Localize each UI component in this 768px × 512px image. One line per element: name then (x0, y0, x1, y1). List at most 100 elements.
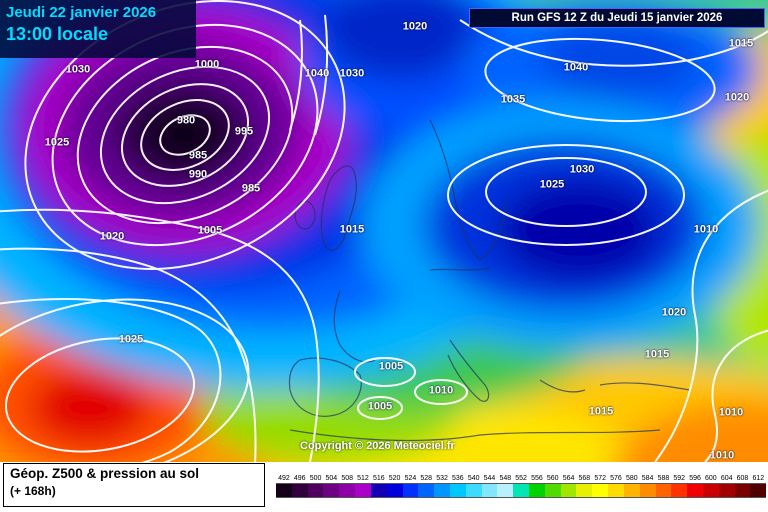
legend-cell: 508 (339, 474, 356, 502)
legend-value: 568 (578, 475, 591, 482)
legend-value: 580 (625, 475, 638, 482)
legend-swatch (497, 483, 514, 498)
legend-swatch (576, 483, 593, 498)
legend-value: 600 (705, 475, 717, 482)
legend-cell: 556 (529, 474, 545, 502)
legend-value: 608 (736, 475, 749, 482)
legend-cell: 564 (560, 474, 577, 502)
legend-swatch (592, 483, 609, 498)
legend-value: 612 (752, 475, 765, 482)
legend-value: 544 (483, 475, 496, 482)
legend-swatch (449, 483, 466, 498)
legend-cell: 572 (592, 474, 609, 502)
legend-swatch (402, 483, 419, 498)
legend-cell: 604 (718, 474, 735, 502)
isobars (0, 0, 768, 462)
legend-cell: 492 (276, 474, 292, 502)
legend-swatch (687, 483, 703, 498)
legend-swatch (291, 483, 308, 498)
legend-value: 576 (610, 475, 622, 482)
legend-swatch (276, 483, 292, 498)
legend-swatch (465, 483, 482, 498)
model-run-box: Run GFS 12 Z du Jeudi 15 janvier 2026 (469, 8, 765, 28)
geopotential-shading (0, 0, 768, 462)
map-parameter-box: Géop. Z500 & pression au sol (+ 168h) (3, 463, 265, 507)
legend-swatch (481, 483, 498, 498)
legend-cell: 596 (687, 474, 703, 502)
legend-cell: 576 (608, 474, 624, 502)
legend-swatch (702, 483, 719, 498)
legend-value: 500 (309, 475, 322, 482)
legend-swatch (608, 483, 624, 498)
legend-cell: 532 (434, 474, 450, 502)
legend-swatch (339, 483, 356, 498)
legend-value: 540 (467, 475, 480, 482)
legend-cell: 560 (544, 474, 561, 502)
color-scale-legend: 492 496 500 504 508 512 516 520 524 528 532 536 540 5… (276, 474, 767, 502)
legend-value: 572 (594, 475, 606, 482)
legend-swatch (639, 483, 656, 498)
legend-cell: 592 (671, 474, 688, 502)
legend-value: 588 (657, 475, 670, 482)
legend-cell: 548 (497, 474, 514, 502)
color-scale-cells: 492 496 500 504 508 512 516 520 524 528 532 536 540 5… (276, 474, 767, 502)
legend-cell: 600 (702, 474, 719, 502)
bottom-strip: Géop. Z500 & pression au sol (+ 168h) 49… (0, 462, 768, 512)
legend-cell: 588 (655, 474, 672, 502)
legend-swatch (671, 483, 688, 498)
legend-cell: 612 (750, 474, 767, 502)
legend-cell: 544 (481, 474, 498, 502)
forecast-time: 13:00 locale (6, 24, 109, 44)
legend-value: 496 (293, 475, 306, 482)
legend-value: 524 (404, 475, 417, 482)
legend-swatch (307, 483, 324, 498)
legend-swatch (734, 483, 751, 498)
legend-value: 528 (420, 475, 433, 482)
legend-value: 520 (388, 475, 401, 482)
legend-cell: 512 (355, 474, 371, 502)
legend-value: 604 (720, 475, 733, 482)
forecast-date: Jeudi 22 janvier 2026 (6, 4, 157, 21)
legend-value: 512 (357, 475, 369, 482)
legend-value: 584 (641, 475, 654, 482)
legend-value: 548 (499, 475, 512, 482)
legend-cell: 500 (307, 474, 324, 502)
legend-value: 564 (562, 475, 575, 482)
model-run-text: Run GFS 12 Z du Jeudi 15 janvier 2026 (511, 12, 723, 24)
legend-swatch (718, 483, 735, 498)
legend-value: 532 (436, 475, 448, 482)
legend-swatch (355, 483, 371, 498)
legend-value: 596 (689, 475, 701, 482)
legend-cell: 584 (639, 474, 656, 502)
copyright-text: Copyright © 2026 Meteociel.fr (300, 440, 455, 452)
legend-value: 536 (452, 475, 464, 482)
legend-swatch (434, 483, 450, 498)
legend-value: 492 (278, 475, 290, 482)
legend-cell: 504 (323, 474, 340, 502)
legend-cell: 552 (513, 474, 529, 502)
legend-swatch (560, 483, 577, 498)
parameter-title: Géop. Z500 & pression au sol (10, 466, 200, 481)
legend-swatch (370, 483, 387, 498)
legend-cell: 568 (576, 474, 593, 502)
legend-value: 508 (341, 475, 353, 482)
legend-cell: 528 (418, 474, 435, 502)
legend-swatch (750, 483, 767, 498)
legend-value: 560 (546, 475, 559, 482)
map-field-svg (0, 0, 768, 462)
legend-cell: 536 (449, 474, 466, 502)
geopotential-map: 1020 1015 1030 1000 1040 1030 1040 1035 1020 980 9… (0, 0, 768, 462)
legend-cell: 580 (623, 474, 640, 502)
legend-swatch (386, 483, 403, 498)
date-time-box: Jeudi 22 janvier 2026 13:00 locale (0, 0, 196, 58)
legend-swatch (513, 483, 529, 498)
legend-cell: 520 (386, 474, 403, 502)
legend-swatch (323, 483, 340, 498)
legend-swatch (655, 483, 672, 498)
forecast-lead-time: (+ 168h) (10, 484, 56, 498)
legend-cell: 516 (370, 474, 387, 502)
legend-cell: 496 (291, 474, 308, 502)
legend-cell: 524 (402, 474, 419, 502)
legend-swatch (623, 483, 640, 498)
